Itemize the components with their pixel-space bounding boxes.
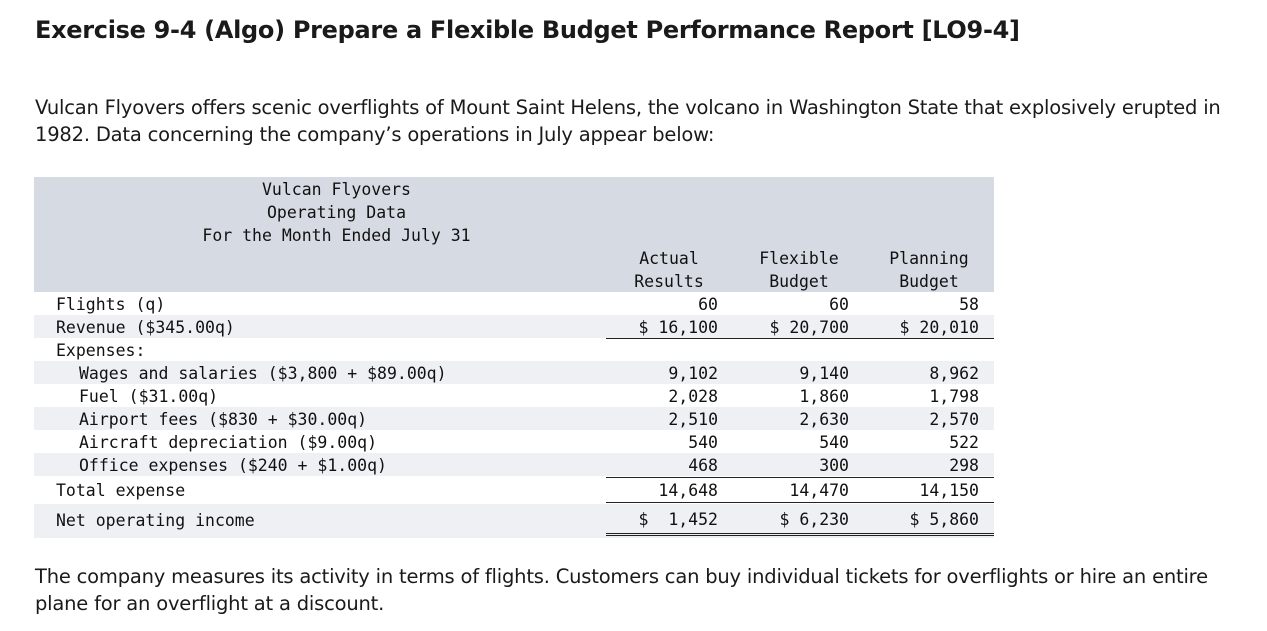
cell-actual: 2,510: [668, 410, 718, 429]
underline-revenue: [606, 338, 994, 339]
underline-expenses: [606, 477, 994, 478]
col-head-flexible: Flexible: [759, 249, 839, 268]
row-label-wages: Wages and salaries ($3,800 + $89.00q): [79, 364, 447, 383]
cell-actual: 60: [698, 295, 718, 314]
row-label-net-operating-income: Net operating income: [56, 511, 255, 530]
row-label-expenses: Expenses:: [56, 341, 146, 360]
row-band: [34, 407, 994, 430]
intro-paragraph: Vulcan Flyovers offers scenic overflight…: [35, 96, 1221, 146]
cell-actual: 2,028: [668, 387, 718, 406]
cell-flexible: $ 20,700: [769, 318, 849, 337]
cell-planning: 2,570: [929, 410, 979, 429]
cell-planning: 8,962: [929, 364, 979, 383]
operating-data-table: Vulcan Flyovers Operating Data For the M…: [34, 177, 994, 538]
double-underline-net-income: [606, 533, 994, 536]
row-band: [34, 453, 994, 476]
underline-total-expense: [606, 502, 994, 503]
cell-actual: $ 16,100: [638, 318, 718, 337]
exercise-title: Exercise 9-4 (Algo) Prepare a Flexible B…: [35, 16, 1020, 44]
cell-planning: $ 20,010: [899, 318, 979, 337]
row-label-aircraft-depreciation: Aircraft depreciation ($9.00q): [79, 433, 378, 452]
col-head-actual-sub: Results: [634, 272, 704, 291]
cell-flexible: 60: [829, 295, 849, 314]
cell-planning: 298: [949, 456, 979, 475]
table-header-background: [34, 177, 994, 292]
row-band: [34, 315, 994, 338]
cell-planning: 58: [959, 295, 979, 314]
cell-actual: 9,102: [668, 364, 718, 383]
row-label-office-expenses: Office expenses ($240 + $1.00q): [79, 456, 387, 475]
cell-flexible: 9,140: [799, 364, 849, 383]
cell-planning: 14,150: [919, 481, 979, 500]
cell-flexible: 300: [819, 456, 849, 475]
company-name: Vulcan Flyovers: [261, 180, 411, 199]
row-label-flights: Flights (q): [56, 295, 166, 314]
cell-flexible: 540: [819, 433, 849, 452]
cell-flexible: 1,860: [799, 387, 849, 406]
report-period: For the Month Ended July 31: [202, 226, 471, 245]
cell-planning: 522: [949, 433, 979, 452]
cell-actual: $ 1,452: [638, 510, 718, 529]
cell-flexible: 14,470: [789, 481, 849, 500]
col-head-planning-sub: Budget: [899, 272, 959, 291]
row-band: [34, 361, 994, 384]
col-head-flexible-sub: Budget: [769, 272, 829, 291]
cell-planning: $ 5,860: [909, 510, 979, 529]
cell-flexible: 2,630: [799, 410, 849, 429]
cell-actual: 540: [688, 433, 718, 452]
row-band: [34, 504, 994, 538]
cell-actual: 14,648: [658, 481, 718, 500]
row-label-airport-fees: Airport fees ($830 + $30.00q): [79, 410, 368, 429]
report-name: Operating Data: [266, 203, 407, 222]
closing-paragraph: The company measures its activity in ter…: [35, 565, 1208, 615]
col-head-actual: Actual: [639, 249, 699, 268]
row-label-total-expense: Total expense: [56, 481, 186, 500]
cell-actual: 468: [688, 456, 718, 475]
cell-flexible: $ 6,230: [779, 510, 849, 529]
row-label-fuel: Fuel ($31.00q): [79, 387, 219, 406]
cell-planning: 1,798: [929, 387, 979, 406]
col-head-planning: Planning: [889, 249, 969, 268]
row-label-revenue: Revenue ($345.00q): [56, 318, 235, 337]
